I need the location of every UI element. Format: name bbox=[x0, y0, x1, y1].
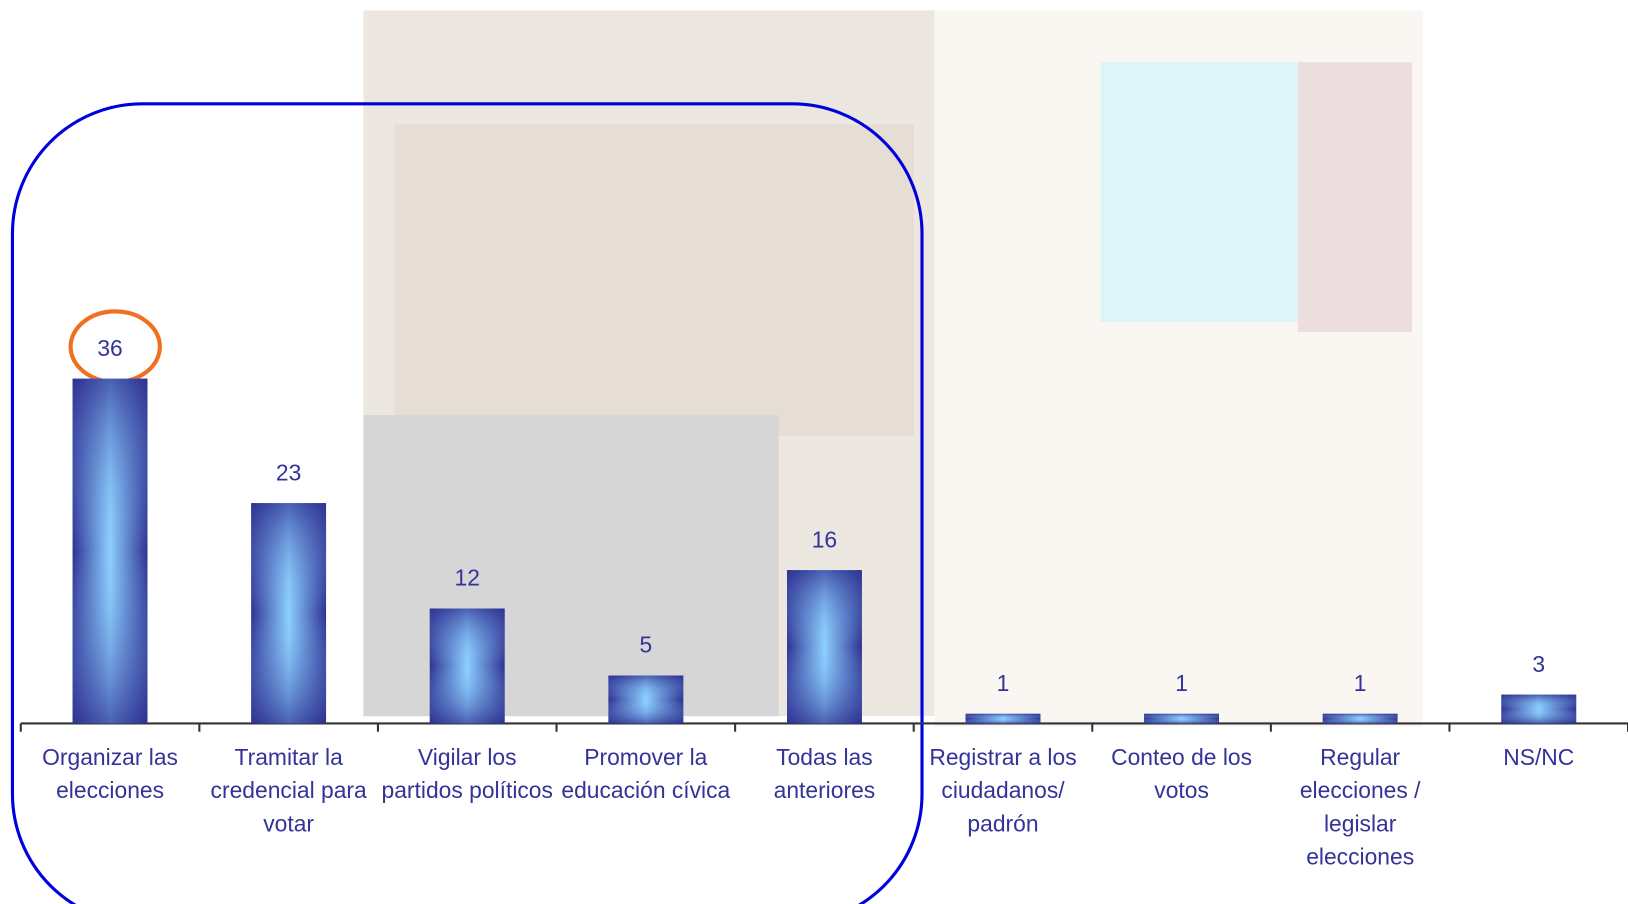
bar-group bbox=[608, 675, 684, 724]
bar-group bbox=[1501, 694, 1577, 724]
value-label: 23 bbox=[276, 459, 301, 485]
value-label: 3 bbox=[1532, 651, 1545, 677]
x-tick-label: Registrar a los ciudadanos/ padrón bbox=[929, 744, 1077, 837]
x-tick-label: Todas las anteriores bbox=[773, 744, 876, 804]
x-tick-label: Conteo de los votos bbox=[1111, 744, 1253, 804]
value-label: 1 bbox=[1354, 670, 1367, 696]
bar-group bbox=[965, 713, 1041, 724]
value-label: 12 bbox=[455, 565, 480, 591]
background-photo bbox=[363, 10, 1423, 727]
value-label: 16 bbox=[812, 526, 837, 552]
bar-shade bbox=[787, 570, 862, 724]
bar-shade bbox=[965, 713, 1041, 724]
bar-group bbox=[787, 570, 862, 724]
value-label: 5 bbox=[639, 632, 652, 658]
x-tick-label: Promover la educación cívica bbox=[561, 744, 731, 804]
plot-area: 36 23 12 5 16 1 1 1 3 bbox=[19, 335, 1628, 732]
x-tick-label: Regular elecciones / legislar elecciones bbox=[1299, 744, 1421, 870]
x-tick-label: NS/NC bbox=[1503, 744, 1575, 771]
bar-group bbox=[251, 503, 327, 724]
x-tick-label: Tramitar la credencial para votar bbox=[210, 744, 367, 837]
value-label: 1 bbox=[1175, 670, 1188, 696]
bar-shade bbox=[1144, 713, 1219, 724]
bar-shade bbox=[1501, 694, 1577, 724]
bar-group bbox=[1144, 713, 1219, 724]
bar-shade bbox=[429, 608, 505, 724]
bar-group bbox=[72, 378, 148, 724]
bar-shade bbox=[608, 675, 684, 724]
bar-shade bbox=[251, 503, 327, 724]
value-label: 1 bbox=[997, 670, 1010, 696]
value-label: 36 bbox=[97, 335, 122, 361]
x-tick-label: Vigilar los partidos políticos bbox=[381, 744, 553, 804]
bar-group bbox=[1322, 713, 1398, 724]
bar-shade bbox=[1322, 713, 1398, 724]
x-tick-label: Organizar las elecciones bbox=[42, 744, 178, 804]
bar-group bbox=[429, 608, 505, 724]
highlight-box bbox=[10, 102, 924, 904]
bar-shade bbox=[72, 378, 148, 724]
